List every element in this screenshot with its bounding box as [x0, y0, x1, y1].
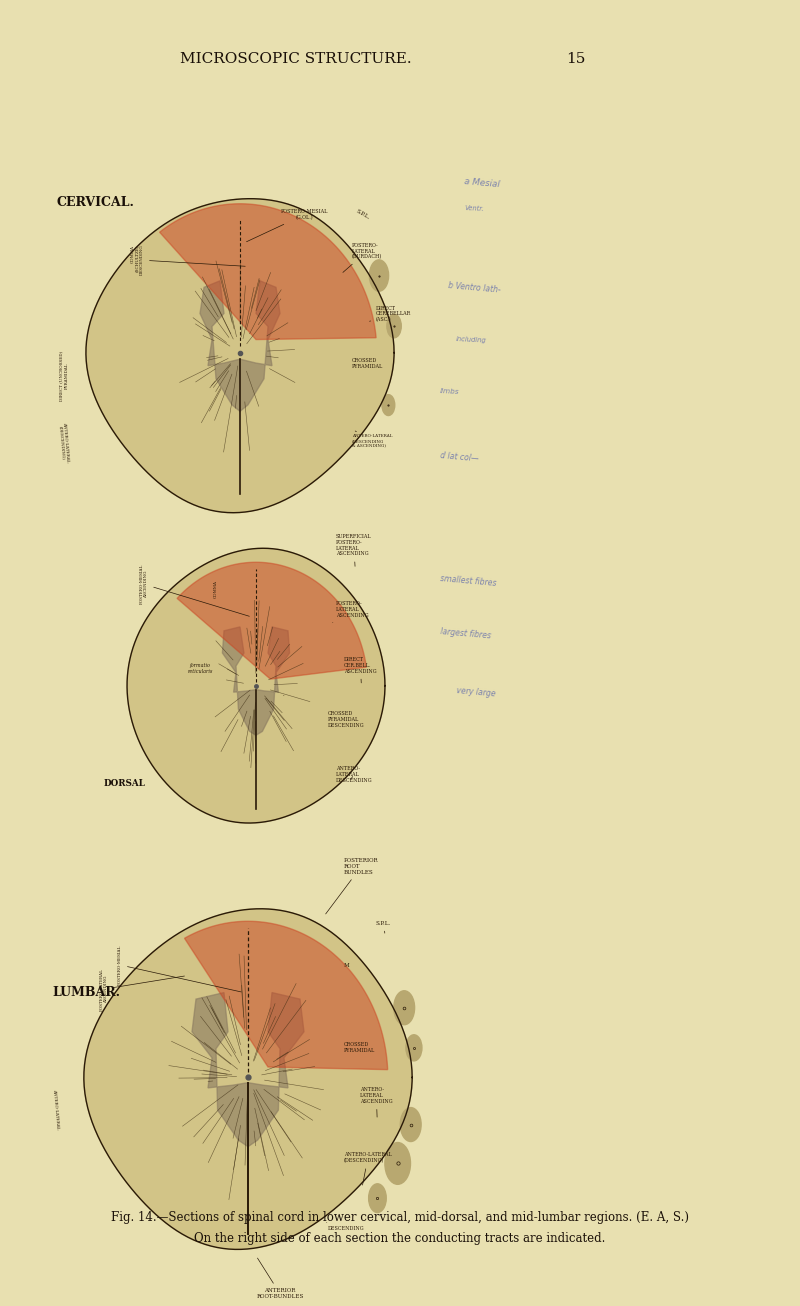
Text: Fig. 14.—Sections of spinal cord in lower cervical, mid-dorsal, and mid-lumbar r: Fig. 14.—Sections of spinal cord in lowe… — [111, 1211, 689, 1224]
Text: 15: 15 — [566, 52, 586, 65]
Text: M: M — [344, 963, 350, 968]
Text: smallest fibres: smallest fibres — [440, 575, 497, 588]
Text: DIRECT
CEREBELLAR
(ASC.): DIRECT CEREBELLAR (ASC.) — [370, 306, 411, 323]
Text: POSTERO-MESIAL: POSTERO-MESIAL — [118, 944, 242, 993]
Circle shape — [382, 394, 394, 415]
Text: POSTERO-
LATERAL
ASCENDING: POSTERO- LATERAL ASCENDING — [333, 602, 369, 623]
Text: ANTERO-LATERAL
(DESCENDING
& ASCENDING): ANTERO-LATERAL (DESCENDING & ASCENDING) — [352, 431, 393, 448]
Polygon shape — [222, 627, 290, 735]
Circle shape — [387, 315, 402, 338]
Text: S.P.L.: S.P.L. — [354, 209, 370, 221]
Text: DESCENDING: DESCENDING — [326, 1222, 365, 1232]
Text: COMMA
(SCHULTZE)
DESCENDING: COMMA (SCHULTZE) DESCENDING — [131, 244, 246, 276]
Text: POSTERO-MESIAL
(G.OL.): POSTERO-MESIAL (G.OL.) — [246, 209, 328, 242]
Text: CROSSED
PYRAMIDAL: CROSSED PYRAMIDAL — [352, 358, 383, 370]
Text: S.P.L.: S.P.L. — [376, 921, 391, 932]
Text: ANTERO-
LATERAL
ASCENDING: ANTERO- LATERAL ASCENDING — [360, 1088, 393, 1117]
Polygon shape — [86, 199, 394, 513]
Circle shape — [394, 991, 414, 1025]
Text: POSTERIOR
ROOT
BUNDLES: POSTERIOR ROOT BUNDLES — [326, 858, 378, 914]
Text: SUPERFICIAL
POSTERO-
LATERAL
ASCENDING: SUPERFICIAL POSTERO- LATERAL ASCENDING — [336, 534, 372, 567]
Text: including: including — [456, 336, 487, 343]
Text: a Mesial: a Mesial — [464, 176, 500, 189]
Text: very large: very large — [456, 686, 496, 699]
Polygon shape — [127, 549, 385, 823]
Text: DORSAL: DORSAL — [104, 780, 146, 788]
Polygon shape — [159, 204, 376, 340]
Circle shape — [406, 1034, 422, 1060]
Text: largest fibres: largest fibres — [440, 627, 491, 640]
Polygon shape — [200, 281, 280, 411]
Text: ANTERO-LATERAL: ANTERO-LATERAL — [52, 1089, 60, 1130]
Text: ANTERO-
LATERAL
DESCENDING: ANTERO- LATERAL DESCENDING — [336, 767, 373, 782]
Text: ANTERO-LATERAL
(DESCENDING): ANTERO-LATERAL (DESCENDING) — [344, 1152, 392, 1185]
Text: CERVICAL.: CERVICAL. — [56, 196, 134, 209]
Text: limbs: limbs — [440, 388, 460, 396]
Text: MICROSCOPIC STRUCTURE.: MICROSCOPIC STRUCTURE. — [180, 52, 412, 65]
Text: formatio
reticularis: formatio reticularis — [187, 662, 213, 674]
Text: CROSSED
PYRAMIDAL
DESCENDING: CROSSED PYRAMIDAL DESCENDING — [328, 712, 365, 727]
Text: POSTERO-LATERAL
ASCENDING: POSTERO-LATERAL ASCENDING — [100, 968, 185, 1011]
Text: LUMBAR.: LUMBAR. — [52, 986, 120, 999]
Text: COMMA: COMMA — [214, 580, 218, 598]
Text: POSTERO-MESIAL
ASCENDING: POSTERO-MESIAL ASCENDING — [140, 564, 250, 616]
Circle shape — [400, 1107, 421, 1141]
Text: On the right side of each section the conducting tracts are indicated.: On the right side of each section the co… — [194, 1232, 606, 1245]
Text: ANTERO-LATERAL
(DESCENDING): ANTERO-LATERAL (DESCENDING) — [58, 422, 70, 464]
Polygon shape — [177, 563, 366, 679]
Text: DIRECT (UNCROSSED)
PYRAMIDAL: DIRECT (UNCROSSED) PYRAMIDAL — [60, 350, 68, 401]
Circle shape — [385, 1143, 410, 1185]
Text: b Ventro lath-: b Ventro lath- — [448, 281, 502, 294]
Text: ANTERIOR
ROOT-BUNDLES: ANTERIOR ROOT-BUNDLES — [256, 1258, 304, 1299]
Text: DIRECT
CER.BELL.
ASCENDING: DIRECT CER.BELL. ASCENDING — [344, 657, 377, 683]
Text: CROSSED
PYRAMIDAL: CROSSED PYRAMIDAL — [344, 1042, 375, 1053]
Polygon shape — [185, 921, 388, 1070]
Circle shape — [370, 260, 389, 291]
Polygon shape — [84, 909, 412, 1250]
Text: d lat col—: d lat col— — [440, 451, 479, 464]
Circle shape — [369, 1183, 386, 1212]
Text: Ventr.: Ventr. — [464, 205, 484, 213]
Text: POSTERO-
LATERAL
(BURDACH): POSTERO- LATERAL (BURDACH) — [343, 243, 382, 273]
Polygon shape — [192, 993, 304, 1147]
